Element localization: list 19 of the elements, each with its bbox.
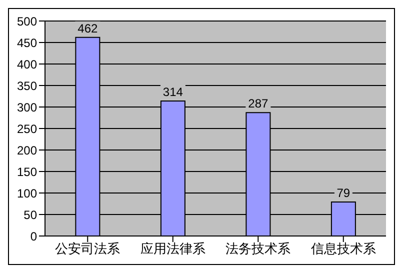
- y-tick-label: 200: [16, 143, 38, 158]
- y-tick-label: 150: [16, 164, 38, 179]
- x-tick-label: 公安司法系: [55, 241, 120, 256]
- y-tick-label: 100: [16, 186, 38, 200]
- y-tick-label: 300: [16, 100, 38, 114]
- data-label: 314: [162, 84, 184, 99]
- data-label: 462: [78, 21, 98, 36]
- x-tick-label: 应用法律系: [140, 241, 206, 256]
- y-tick-label: 450: [16, 36, 38, 50]
- x-tick-label: 信息技术系: [310, 241, 376, 256]
- y-tick-label: 0: [30, 229, 38, 244]
- data-label: 79: [336, 186, 350, 200]
- y-tick-label: 50: [24, 208, 38, 222]
- y-tick-label: 500: [16, 14, 38, 28]
- x-tick-label: 法务技术系: [226, 241, 291, 256]
- y-tick-label: 250: [16, 122, 38, 136]
- y-tick-label: 400: [16, 57, 38, 72]
- data-label: 287: [248, 96, 269, 111]
- y-tick-label: 350: [16, 78, 38, 93]
